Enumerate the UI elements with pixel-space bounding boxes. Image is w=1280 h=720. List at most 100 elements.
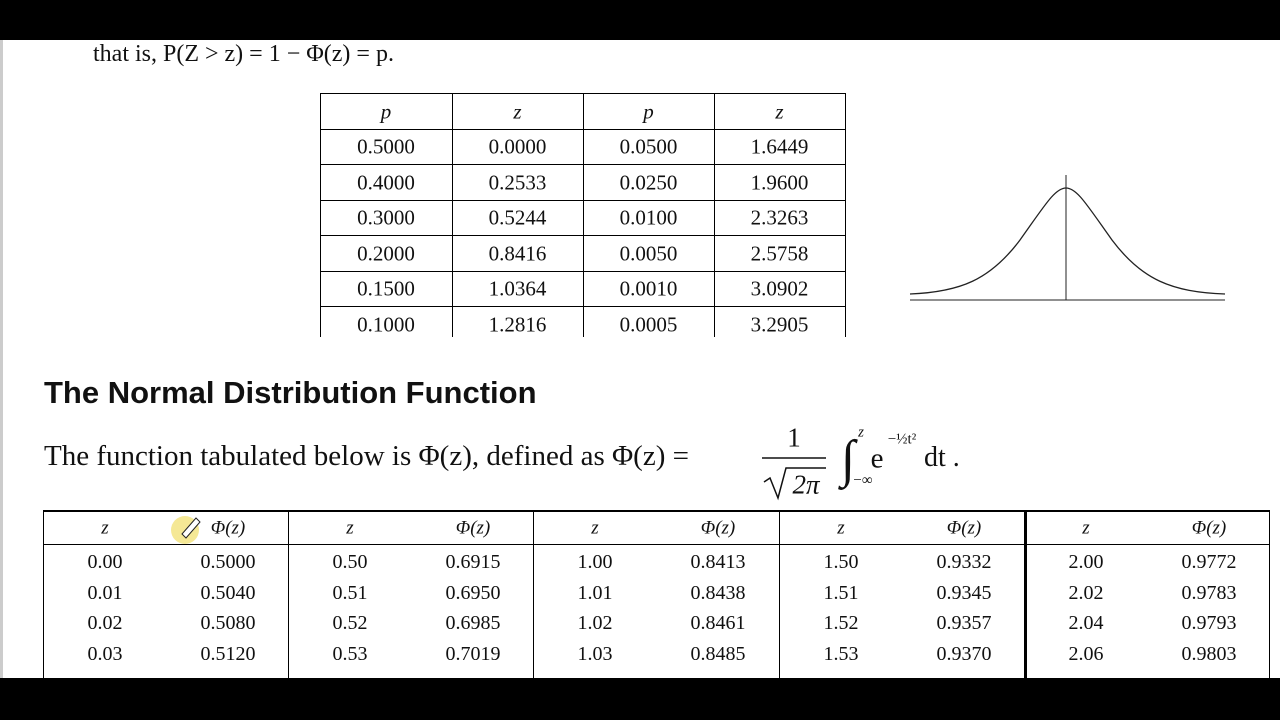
upper-limit: z — [858, 424, 864, 441]
table-header: z — [591, 517, 599, 539]
table-rule — [845, 93, 846, 337]
table-cell: 1.51 — [823, 581, 859, 604]
table-cell: 0.5040 — [200, 581, 256, 604]
table-cell: 2.00 — [1068, 551, 1104, 573]
table-cell: z — [775, 99, 784, 124]
table-cell: 1.03 — [577, 642, 613, 665]
table-rule — [1024, 510, 1027, 680]
table-cell: 0.9345 — [936, 581, 992, 604]
table-rule — [320, 93, 321, 337]
table-cell: 0.0050 — [619, 241, 678, 266]
lower-limit: −∞ — [853, 472, 873, 489]
table-header: z — [1082, 517, 1090, 539]
table-cell: 0.6915 — [445, 551, 501, 573]
table-cell: 0.51 — [332, 581, 368, 604]
table-cell: 0.52 — [332, 612, 368, 634]
table-cell: 2.5758 — [750, 241, 809, 266]
table-header: Φ(z) — [1191, 517, 1227, 539]
table-rule — [1269, 510, 1270, 680]
table-cell: 1.52 — [823, 612, 859, 634]
table-cell: 0.0005 — [619, 312, 678, 337]
table-cell: 0.9783 — [1181, 581, 1237, 604]
table-cell: 0.0010 — [619, 276, 678, 301]
table-rule — [583, 93, 584, 337]
table-cell: 2.04 — [1068, 612, 1104, 634]
table-cell: 3.2905 — [750, 312, 809, 337]
table-cell: 0.02 — [87, 612, 123, 634]
table-cell: 0.0100 — [619, 205, 678, 230]
fraction-denominator: 2π — [792, 469, 820, 500]
table-rule — [43, 510, 1270, 512]
table-cell: 0.1000 — [357, 312, 415, 337]
table-cell: 0.0000 — [488, 134, 547, 159]
table-cell: 0.50 — [332, 551, 368, 573]
fraction-numerator: 1 — [787, 422, 801, 453]
formula-lead: The function tabulated below is Φ(z), de… — [44, 440, 689, 472]
table-cell: 0.6950 — [445, 581, 501, 604]
table-cell: 0.5000 — [357, 134, 415, 159]
table-cell: 0.8416 — [488, 241, 547, 266]
table-header: Φ(z) — [700, 517, 736, 539]
integral-sign: ∫ — [840, 431, 856, 488]
table-cell: 0.0250 — [619, 170, 678, 195]
table-cell: 0.4000 — [357, 170, 415, 195]
pen-cursor — [181, 517, 201, 539]
table-cell: 0.9370 — [936, 642, 992, 665]
table-cell: 0.9803 — [1181, 642, 1237, 665]
table-rule — [452, 93, 453, 337]
bell-curve — [909, 187, 1226, 295]
table-cell: 1.6449 — [750, 134, 809, 159]
table-cell: 0.9793 — [1181, 612, 1237, 634]
table-cell: 0.2000 — [357, 241, 415, 266]
section-heading: The Normal Distribution Function — [44, 375, 537, 410]
table-cell: 0.5244 — [488, 205, 547, 230]
table-header: z — [346, 517, 354, 539]
table-cell: 2.3263 — [750, 205, 809, 230]
table-cell: p — [380, 99, 392, 124]
table-cell: 0.00 — [87, 551, 123, 573]
table-cell: 2.02 — [1068, 581, 1104, 604]
table-header: Φ(z) — [455, 517, 491, 539]
table-cell: 0.6985 — [445, 612, 501, 634]
table-cell: 0.5120 — [200, 642, 256, 665]
table-cell: 0.03 — [87, 642, 123, 665]
table-cell: 0.7019 — [445, 642, 501, 665]
table-cell: 1.00 — [577, 551, 613, 573]
formula-tail: dt . — [924, 442, 960, 473]
table-cell: 0.9357 — [936, 612, 992, 634]
table-rule — [779, 510, 780, 680]
table-cell: p — [643, 99, 654, 124]
document-page — [0, 40, 1280, 678]
integrand: e — [870, 442, 884, 475]
table-header: Φ(z) — [946, 517, 982, 539]
table-rule — [533, 510, 534, 680]
exponent: −½t² — [887, 431, 917, 448]
table-cell: 0.8461 — [690, 612, 746, 634]
table-cell: 0.1500 — [357, 276, 415, 301]
table-cell: z — [513, 99, 522, 124]
intro-text: that is, P(Z > z) = 1 − Φ(z) = p. — [93, 41, 394, 67]
table-cell: 0.9332 — [936, 551, 992, 573]
table-cell: 1.01 — [577, 581, 613, 604]
table-header: z — [837, 517, 845, 539]
table-cell: 0.01 — [87, 581, 123, 604]
table-cell: 1.50 — [823, 551, 859, 573]
table-cell: 0.8438 — [690, 581, 746, 604]
table-cell: 2.06 — [1068, 642, 1104, 665]
table-cell: 1.02 — [577, 612, 613, 634]
table-cell: 0.0500 — [619, 134, 678, 159]
table-cell: 1.9600 — [750, 170, 809, 195]
table-rule — [43, 510, 44, 680]
sqrt-sign — [763, 467, 826, 501]
table-header: Φ(z) — [210, 517, 246, 539]
table-rule — [288, 510, 289, 680]
table-cell: 0.8485 — [690, 642, 746, 665]
table-cell: 1.2816 — [488, 312, 547, 337]
table-cell: 0.5000 — [200, 551, 256, 573]
table-cell: 0.8413 — [690, 551, 746, 573]
table-rule — [43, 544, 1270, 545]
table-cell: 0.53 — [332, 642, 368, 665]
table-rule — [714, 93, 715, 337]
